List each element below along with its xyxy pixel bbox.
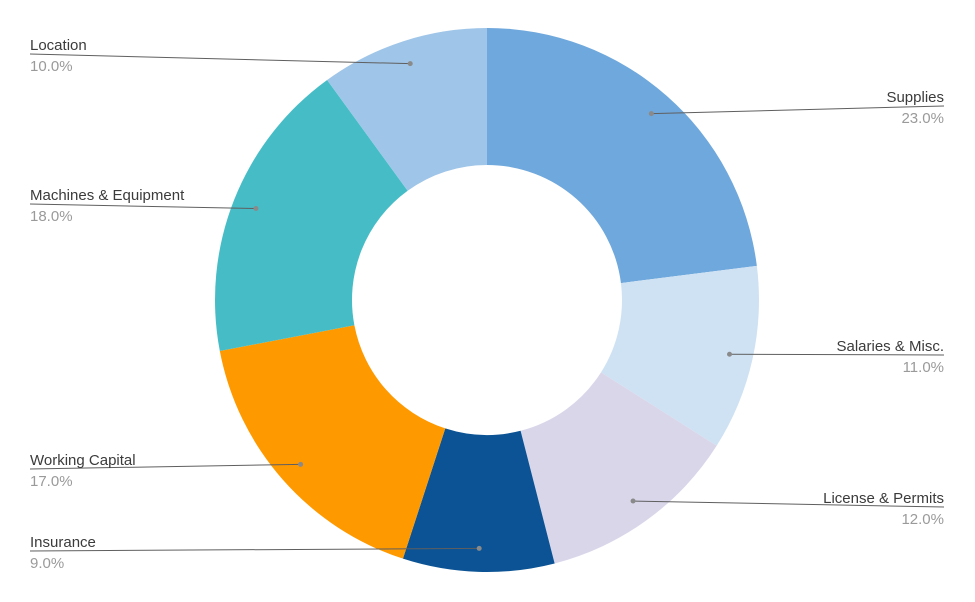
leader-line-supplies <box>651 105 945 115</box>
slice-value-location: 10.0% <box>30 58 73 75</box>
leader-line-insurance <box>29 547 480 552</box>
slice-label-license-and-permits: License & Permits <box>823 490 944 507</box>
slices-group <box>215 28 759 572</box>
slice-label-salaries-and-misc: Salaries & Misc. <box>836 338 944 355</box>
slice-license-and-permits <box>520 372 717 564</box>
slice-salaries-and-misc <box>600 265 759 446</box>
slice-value-machines-and-equipment: 18.0% <box>30 208 73 225</box>
slice-label-location: Location <box>30 37 87 54</box>
slice-value-insurance: 9.0% <box>30 555 64 572</box>
slice-value-license-and-permits: 12.0% <box>901 511 944 528</box>
slice-machines-and-equipment <box>215 79 408 351</box>
slice-supplies <box>487 28 757 284</box>
slice-insurance <box>402 428 555 572</box>
labels-group: Supplies 23.0% Salaries & Misc. 11.0% Licens… <box>29 37 945 572</box>
leader-line-working-capital <box>29 463 301 470</box>
leader-dot-working-capital <box>298 461 304 467</box>
slice-label-machines-and-equipment: Machines & Equipment <box>30 187 185 204</box>
leader-dot-insurance <box>476 545 482 551</box>
leader-dot-machines-and-equipment <box>253 206 259 212</box>
leader-line-location <box>29 53 411 65</box>
slice-location <box>327 28 487 191</box>
leader-dot-salaries-and-misc <box>727 351 733 357</box>
slice-working-capital <box>219 325 446 559</box>
slice-label-supplies: Supplies <box>886 89 944 106</box>
leader-line-machines-and-equipment <box>29 203 256 210</box>
leader-dot-license-and-permits <box>630 498 636 504</box>
leader-dot-supplies <box>648 111 654 117</box>
leader-line-salaries-and-misc <box>729 353 945 356</box>
slice-label-insurance: Insurance <box>30 534 96 551</box>
leader-line-license-and-permits <box>633 500 945 508</box>
slice-value-working-capital: 17.0% <box>30 473 73 490</box>
slice-value-supplies: 23.0% <box>901 110 944 127</box>
slice-value-salaries-and-misc: 11.0% <box>903 359 944 376</box>
slice-label-working-capital: Working Capital <box>30 452 136 469</box>
leader-dot-location <box>407 61 413 67</box>
